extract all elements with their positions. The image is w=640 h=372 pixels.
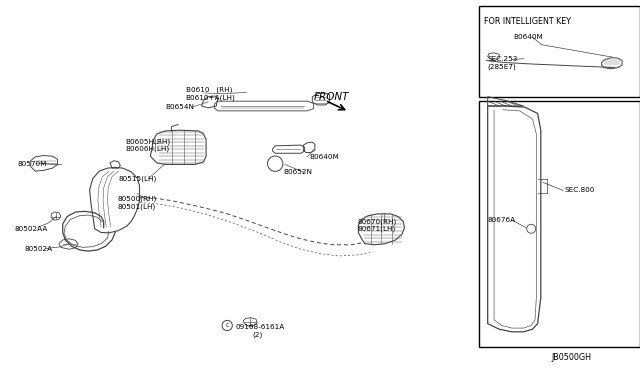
Text: (285E7): (285E7) <box>488 64 516 70</box>
Text: B0654N: B0654N <box>165 104 194 110</box>
Text: 80502A: 80502A <box>24 246 52 252</box>
Text: 80671(LH): 80671(LH) <box>357 225 396 232</box>
Text: B0606H(LH): B0606H(LH) <box>125 145 169 152</box>
Text: 80502AA: 80502AA <box>14 226 47 232</box>
Bar <box>479 101 640 347</box>
Text: 80501(LH): 80501(LH) <box>117 203 156 210</box>
Text: B0605H(RH): B0605H(RH) <box>125 138 170 145</box>
Text: 80570M: 80570M <box>18 161 47 167</box>
Text: FRONT: FRONT <box>314 93 349 102</box>
Text: 09168-6161A: 09168-6161A <box>236 324 285 330</box>
Text: FOR INTELLIGENT KEY: FOR INTELLIGENT KEY <box>484 17 571 26</box>
Text: B0640M: B0640M <box>309 154 339 160</box>
Bar <box>479 6 640 97</box>
Text: SEC.253: SEC.253 <box>488 56 518 62</box>
Text: (2): (2) <box>253 331 263 338</box>
Text: B0610   (RH): B0610 (RH) <box>186 86 232 93</box>
Text: 80515(LH): 80515(LH) <box>118 175 157 182</box>
Text: SEC.800: SEC.800 <box>564 187 595 193</box>
Text: 80676A: 80676A <box>488 217 516 223</box>
Text: B0652N: B0652N <box>283 169 312 175</box>
Text: B0640M: B0640M <box>513 34 543 40</box>
Text: JB0500GH: JB0500GH <box>552 353 591 362</box>
Text: C: C <box>225 323 229 328</box>
Text: 80500(RH): 80500(RH) <box>117 196 156 202</box>
Text: B0610+A(LH): B0610+A(LH) <box>186 94 236 101</box>
Text: 80670(RH): 80670(RH) <box>357 218 396 225</box>
